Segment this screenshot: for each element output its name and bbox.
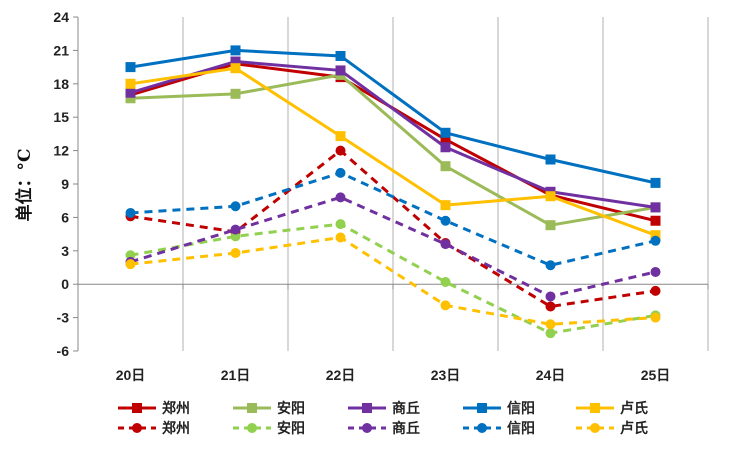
data-point-square (650, 230, 661, 241)
y-tick-label: -6 (57, 343, 70, 359)
data-point-circle (335, 192, 346, 203)
data-point-square (440, 142, 451, 153)
series-line-high (130, 66, 657, 237)
legend-label: 卢氏 (620, 400, 648, 417)
legend-marker-square (590, 403, 600, 413)
data-point-circle (335, 145, 346, 156)
legend-marker-square (132, 403, 142, 413)
data-point-square (650, 215, 661, 226)
x-tick-label: 23日 (431, 367, 461, 383)
data-point-circle (545, 291, 556, 302)
data-point-square (230, 63, 241, 74)
legend-label: 卢氏 (620, 420, 648, 437)
legend-marker-circle (247, 423, 257, 433)
legend-label: 安阳 (277, 400, 305, 417)
data-point-square (125, 78, 136, 89)
legend-label: 商丘 (392, 400, 420, 417)
grid-layer (182, 17, 709, 351)
y-axis-label: 单位：°C (14, 148, 35, 221)
data-point-square (335, 50, 346, 61)
data-point-circle (440, 215, 451, 226)
data-point-circle (650, 285, 661, 296)
data-point-circle (440, 300, 451, 311)
data-point-square (440, 161, 451, 172)
legend-marker-circle (362, 423, 372, 433)
data-point-circle (650, 312, 661, 323)
data-point-square (230, 56, 241, 67)
y-tick-label: 12 (53, 143, 69, 159)
data-point-square (125, 93, 136, 104)
legend-label: 安阳 (277, 420, 305, 437)
legend-marker-square (362, 403, 372, 413)
series-line-low (130, 171, 656, 267)
data-point-circle (230, 224, 241, 235)
y-tick-label: 24 (53, 9, 69, 25)
y-tick-label: 18 (53, 76, 69, 92)
data-point-square (545, 191, 556, 202)
y-tick-label: 6 (61, 209, 69, 225)
data-point-circle (440, 276, 451, 287)
x-tick-label: 24日 (536, 367, 566, 383)
legend-label: 信阳 (507, 420, 535, 437)
x-tick-label: 25日 (641, 367, 671, 383)
data-point-circle (230, 201, 241, 212)
series-line-low (130, 235, 656, 326)
data-point-circle (545, 328, 556, 339)
legend-marker-circle (590, 423, 600, 433)
x-tick-label: 20日 (116, 367, 146, 383)
data-point-square (125, 87, 136, 98)
data-point-circle (125, 207, 136, 218)
y-tick-label: 21 (53, 42, 69, 58)
data-point-square (335, 131, 346, 142)
legend-label: 郑州 (162, 420, 190, 437)
data-point-circle (440, 239, 451, 250)
legend-marker-circle (477, 423, 487, 433)
data-point-circle (125, 259, 136, 270)
data-point-square (440, 127, 451, 138)
legend-marker-square (247, 403, 257, 413)
data-point-square (230, 88, 241, 99)
data-point-square (650, 177, 661, 188)
axis-layer: -6 -3 0 3 6 9 12 15 18 21 24 20日 21日 22日 23日 24日 25日 (53, 9, 709, 383)
y-tick-label: 3 (61, 243, 69, 259)
x-tick-label: 22日 (326, 367, 356, 383)
legend-marker-square (477, 403, 487, 413)
series-line-high (130, 60, 656, 209)
y-tick-label: 15 (53, 109, 69, 125)
data-point-circle (545, 319, 556, 330)
y-tick-label: 0 (61, 276, 69, 292)
data-point-square (125, 62, 136, 73)
y-tick-label: 9 (61, 176, 69, 192)
data-point-square (230, 45, 241, 56)
data-point-square (650, 202, 661, 213)
data-point-circle (335, 219, 346, 230)
series-line-high (130, 73, 656, 227)
data-point-circle (650, 266, 661, 277)
data-point-circle (335, 232, 346, 243)
data-point-circle (545, 260, 556, 271)
data-point-square (440, 200, 451, 211)
series-layer (125, 45, 661, 339)
data-point-square (335, 65, 346, 76)
legend-label: 商丘 (392, 420, 420, 437)
data-point-circle (650, 235, 661, 246)
series-line-low (130, 195, 656, 298)
legend-label: 郑州 (162, 400, 190, 417)
data-point-square (440, 134, 451, 145)
data-point-circle (545, 301, 556, 312)
legend-marker-circle (132, 423, 142, 433)
series-line-high (130, 48, 656, 185)
legend-label: 信阳 (507, 400, 535, 417)
series-line-low (130, 222, 656, 335)
data-point-circle (335, 167, 346, 178)
x-tick-label: 21日 (221, 367, 251, 383)
data-point-circle (230, 248, 241, 259)
data-point-square (545, 220, 556, 231)
y-tick-label: -3 (57, 310, 70, 326)
data-point-square (545, 154, 556, 165)
